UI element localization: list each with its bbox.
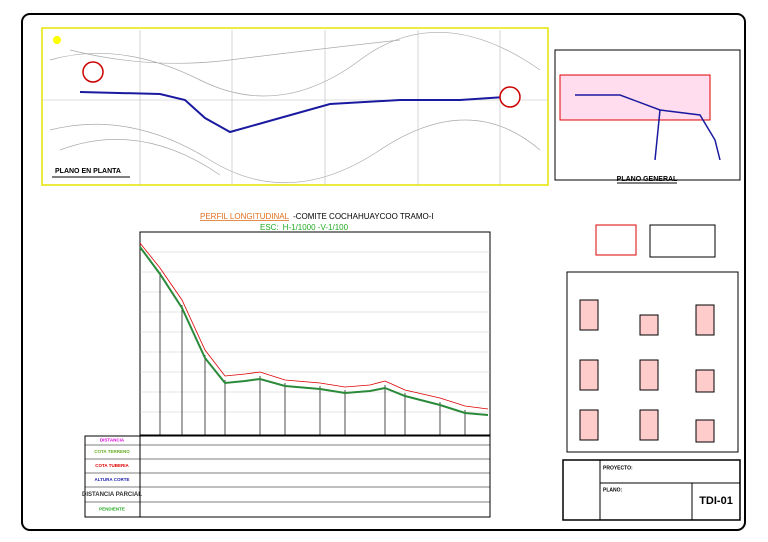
detail [695, 419, 715, 443]
title-block: PROYECTO: PLANO: TDI-01 [562, 459, 741, 521]
plan-view: PLANO EN PLANTA [41, 27, 549, 186]
legend-box [595, 224, 637, 256]
row-label: COTA TERRENO [94, 449, 130, 454]
plan-frame [41, 27, 549, 186]
detail [579, 299, 599, 331]
plan-grid [42, 30, 548, 185]
general-title: PLANO GENERAL [617, 176, 678, 183]
pipe-route [79, 91, 506, 134]
pipe-line [139, 246, 489, 416]
profile-scale: ESC: H-1/1000 -V-1/100 [260, 223, 349, 232]
intake-marker [82, 61, 104, 83]
detail [579, 409, 599, 441]
detail-box [649, 224, 716, 258]
sheet-number: TDI-01 [699, 495, 733, 507]
row-label: COTA TUBERIA [95, 463, 129, 468]
profile-grid [140, 251, 490, 413]
contours [49, 31, 541, 184]
network [575, 94, 721, 161]
detail [579, 359, 599, 391]
row-label: DISTANCIA PARCIAL [82, 492, 142, 498]
scale-label: ESC: [260, 223, 279, 232]
detail [639, 314, 659, 336]
profile [139, 231, 491, 436]
title-frame [562, 459, 741, 521]
row-label: PENDIENTE [99, 507, 125, 512]
sheet-frame [21, 13, 746, 531]
detail-icons [579, 299, 715, 443]
detail [695, 304, 715, 336]
profile-title-rest: -COMITE COCHAHUAYCOO TRAMO-I [293, 212, 434, 221]
row-label: ALTURA CORTE [95, 477, 130, 482]
profile-title: PERFIL LONGITUDINAL -COMITE COCHAHUAYCOO … [200, 212, 434, 221]
reservoir-marker [499, 86, 521, 108]
project-label: PROYECTO: [603, 465, 633, 471]
stations [159, 272, 466, 435]
terrain-line [139, 242, 489, 410]
profile-table: DISTANCIA COTA TERRENO COTA TUBERIA ALTURA … [82, 435, 491, 518]
general-view: PLANO GENERAL [554, 49, 741, 184]
detail [639, 409, 659, 441]
branch [654, 109, 661, 161]
profile-frame [139, 231, 491, 436]
detail [639, 359, 659, 391]
row-label: DISTANCIA [100, 438, 125, 443]
detail [695, 369, 715, 393]
plan-label: PLANO: [603, 487, 623, 493]
profile-title-highlight: PERFIL LONGITUDINAL [200, 212, 290, 221]
plan-title: PLANO EN PLANTA [55, 168, 121, 175]
north-marker [53, 36, 61, 44]
scale-value: H-1/1000 -V-1/100 [283, 223, 349, 232]
